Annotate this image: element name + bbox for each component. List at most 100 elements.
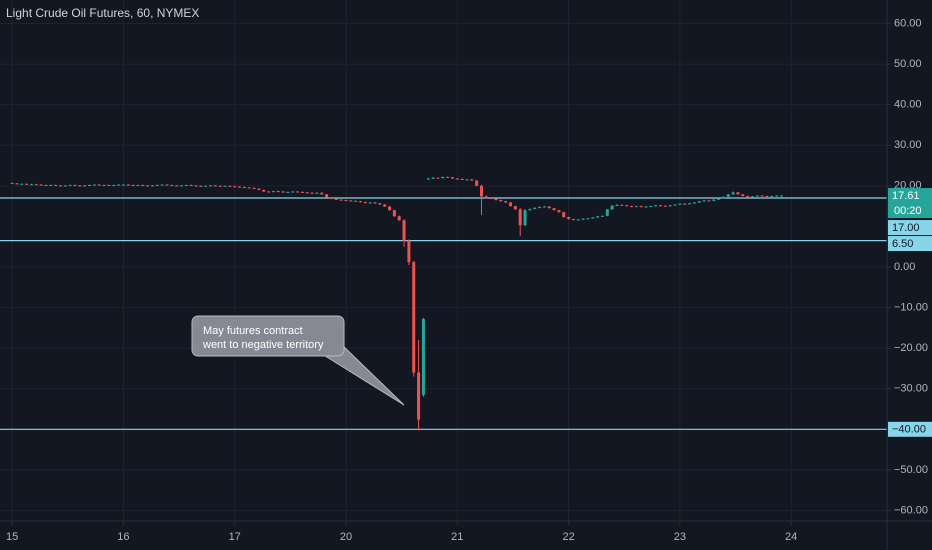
candle-body [523, 210, 527, 226]
candle-body [659, 205, 663, 207]
y-tick-label: 30.00 [894, 139, 922, 151]
candle-body [150, 185, 154, 187]
candle-body [412, 262, 416, 373]
candle-body [542, 206, 546, 208]
candle-body [518, 209, 522, 226]
candle-body [131, 185, 135, 187]
candle-body [712, 199, 716, 201]
candle-body [218, 185, 222, 187]
candle-body [10, 182, 14, 184]
candle-body [479, 185, 483, 197]
candle-body [436, 177, 440, 179]
candle-body [199, 185, 203, 187]
candle-body [649, 206, 653, 208]
candle-body [538, 206, 542, 208]
candle-body [533, 207, 537, 209]
candle-body [29, 184, 33, 186]
candle-body [25, 183, 29, 185]
candle-body [765, 195, 769, 197]
x-tick-label: 21 [451, 531, 463, 543]
candle-body [494, 198, 498, 201]
candle-body [363, 202, 367, 204]
candles [10, 176, 784, 431]
callout-text: went to negative territory [202, 339, 324, 351]
candle-body [620, 204, 624, 206]
candle-body [344, 200, 348, 202]
x-tick-label: 16 [117, 531, 129, 543]
candle-body [702, 200, 706, 202]
candle-body [591, 217, 595, 219]
candle-body [194, 185, 198, 187]
candle-body [770, 195, 774, 197]
candle-body [329, 197, 333, 199]
candle-body [281, 191, 285, 193]
countdown-bg [888, 203, 932, 219]
candle-body [586, 218, 590, 220]
y-tick-label: −60.00 [894, 504, 928, 516]
candle-body [189, 185, 193, 187]
candle-body [741, 194, 745, 196]
x-tick-label: 24 [785, 531, 797, 543]
candle-body [315, 192, 319, 194]
candle-body [117, 184, 121, 186]
candle-body [160, 184, 164, 186]
candle-body [305, 192, 309, 194]
candle-body [663, 205, 667, 207]
candle-body [639, 206, 643, 208]
candle-body [112, 185, 116, 187]
y-tick-label: 50.00 [894, 58, 922, 70]
candle-body [262, 189, 266, 192]
candle-body [629, 206, 633, 208]
candle-body [54, 185, 58, 187]
candle-body [678, 203, 682, 205]
candle-body [581, 218, 585, 220]
axes: 60.0050.0040.0030.0020.000.00−10.00−20.0… [6, 17, 928, 542]
horizontal-line-tag: 6.50 [892, 238, 913, 250]
candle-body [557, 210, 561, 213]
countdown: 00:20 [894, 205, 922, 217]
candle-body [242, 187, 246, 189]
horizontal-line-tag: 17.00 [892, 222, 920, 234]
candle-body [68, 185, 72, 187]
candle-body [721, 196, 725, 199]
x-tick-label: 22 [562, 531, 574, 543]
x-tick-label: 15 [6, 531, 18, 543]
candle-body [49, 185, 53, 187]
candle-body [750, 196, 754, 198]
candle-body [184, 185, 188, 187]
candle-body [34, 184, 38, 186]
candle-body [15, 183, 19, 185]
last-price-tag-bg [888, 188, 932, 204]
candle-body [102, 185, 106, 187]
candle-body [296, 191, 300, 193]
candle-body [489, 198, 493, 200]
candle-body [576, 219, 580, 221]
horizontal-line-tag: −40.00 [892, 424, 926, 436]
candle-body [208, 185, 212, 187]
y-tick-label: 0.00 [894, 261, 915, 273]
candle-body [204, 185, 208, 187]
candle-body [20, 183, 24, 185]
candle-body [625, 205, 629, 207]
candle-body [450, 177, 454, 179]
candle-body [291, 191, 295, 193]
candle-body [421, 318, 425, 395]
candle-body [446, 176, 450, 178]
candle-body [83, 185, 87, 187]
candle-body [354, 200, 358, 202]
candle-body [760, 195, 764, 197]
candle-body [455, 178, 459, 180]
candle-body [562, 212, 566, 218]
candle-body [644, 206, 648, 208]
x-tick-label: 20 [340, 531, 352, 543]
candle-body [97, 184, 101, 186]
candle-body [175, 185, 179, 187]
candle-body [668, 205, 672, 207]
candle-body [141, 185, 145, 187]
candle-body [775, 195, 779, 197]
candle-body [136, 185, 140, 187]
candle-body [431, 177, 435, 179]
callout-text: May futures contract [203, 325, 303, 337]
x-tick-label: 17 [229, 531, 241, 543]
